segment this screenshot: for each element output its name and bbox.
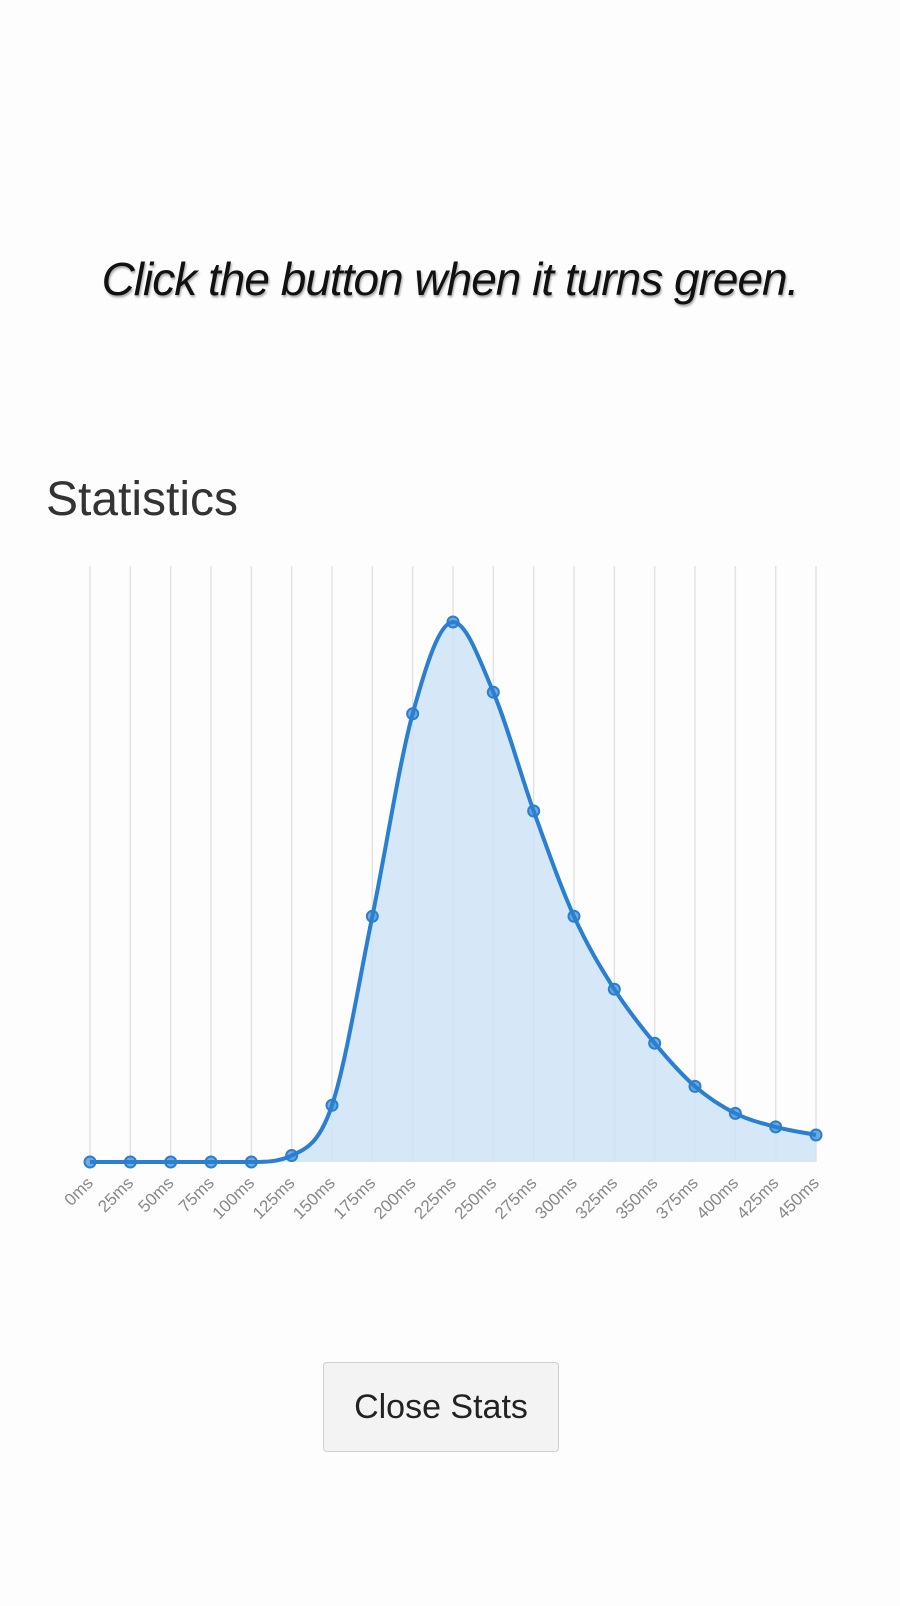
- chart-line: [90, 619, 817, 1164]
- x-tick-label: 250ms: [451, 1173, 501, 1223]
- close-stats-button[interactable]: Close Stats: [323, 1362, 559, 1452]
- data-point: [769, 1120, 783, 1134]
- data-point: [728, 1106, 742, 1120]
- x-tick-label: 425ms: [733, 1173, 783, 1223]
- x-tick-label: 0ms: [61, 1173, 97, 1209]
- chart-x-tick-labels: 0ms25ms50ms75ms100ms125ms150ms175ms200ms…: [61, 1173, 823, 1223]
- chart-points: [83, 615, 823, 1169]
- data-point: [164, 1155, 178, 1169]
- data-point: [406, 707, 420, 721]
- x-tick-label: 75ms: [175, 1173, 218, 1216]
- x-tick-label: 150ms: [289, 1173, 339, 1223]
- x-tick-label: 350ms: [612, 1173, 662, 1223]
- data-point: [648, 1036, 662, 1050]
- data-point: [244, 1155, 258, 1169]
- data-point: [567, 909, 581, 923]
- data-point: [365, 909, 379, 923]
- data-point: [527, 804, 541, 818]
- x-tick-label: 450ms: [773, 1173, 823, 1223]
- data-point: [688, 1079, 702, 1093]
- data-point: [486, 685, 500, 699]
- x-tick-label: 175ms: [330, 1173, 380, 1223]
- x-tick-label: 325ms: [572, 1173, 622, 1223]
- x-tick-label: 50ms: [135, 1173, 178, 1216]
- instruction-text: Click the button when it turns green.: [101, 253, 800, 305]
- x-tick-label: 225ms: [410, 1173, 460, 1223]
- x-tick-label: 300ms: [531, 1173, 581, 1223]
- x-tick-label: 125ms: [249, 1173, 299, 1223]
- data-point: [325, 1098, 339, 1112]
- data-point: [607, 982, 621, 996]
- data-point: [285, 1149, 299, 1163]
- data-point: [83, 1155, 97, 1169]
- chart-area-fill: [90, 622, 816, 1162]
- x-tick-label: 25ms: [94, 1173, 137, 1216]
- data-point: [446, 615, 460, 629]
- chart-grid: [89, 566, 817, 1162]
- x-tick-label: 375ms: [652, 1173, 702, 1223]
- x-tick-label: 200ms: [370, 1173, 420, 1223]
- data-point: [123, 1155, 137, 1169]
- x-tick-label: 100ms: [209, 1173, 259, 1223]
- data-point: [204, 1155, 218, 1169]
- x-tick-label: 275ms: [491, 1173, 541, 1223]
- x-tick-label: 400ms: [693, 1173, 743, 1223]
- data-point: [809, 1128, 823, 1142]
- stats-heading: Statistics: [46, 473, 239, 526]
